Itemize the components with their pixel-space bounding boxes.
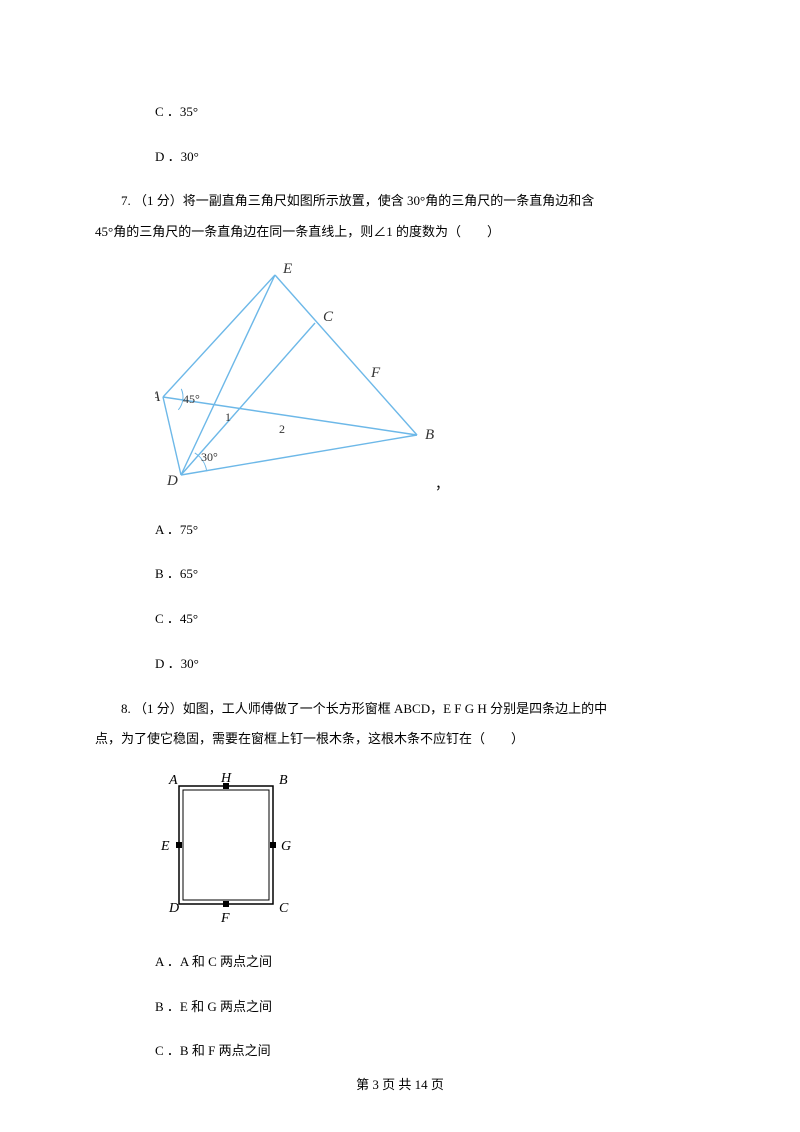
q7-text-1: 7. （1 分）将一副直角三角尺如图所示放置，使含 30°角的三角尺的一条直角边… [95, 189, 705, 214]
q7-text-2: 45°角的三角尺的一条直角边在同一条直线上，则∠1 的度数为（ ） [95, 220, 705, 245]
q8-option-c: C ．B 和 F 两点之间 [155, 1039, 705, 1064]
svg-text:D: D [166, 473, 178, 489]
svg-text:C: C [323, 309, 334, 325]
svg-text:B: B [279, 773, 288, 788]
q8-option-a: A ．A 和 C 两点之间 [155, 950, 705, 975]
q8-option-b: B ．E 和 G 两点之间 [155, 995, 705, 1020]
q7-figure: E C F A B D 45° 1 2 30° ， [155, 261, 705, 496]
svg-text:A: A [168, 773, 178, 788]
q7-option-c: C ．45° [155, 607, 705, 632]
svg-text:H: H [220, 771, 232, 786]
q6-option-d: D ．30° [155, 145, 705, 170]
svg-text:F: F [220, 911, 230, 926]
q6-option-c: C ．35° [155, 100, 705, 125]
svg-text:E: E [160, 839, 170, 854]
svg-text:D: D [168, 901, 179, 916]
svg-text:2: 2 [279, 422, 285, 436]
svg-text:45°: 45° [183, 392, 200, 406]
svg-text:G: G [281, 839, 291, 854]
q8-figure: A B D C H F E G [155, 768, 705, 928]
svg-text:C: C [279, 901, 289, 916]
svg-text:B: B [425, 427, 434, 443]
page-footer: 第 3 页 共 14 页 [0, 1073, 800, 1098]
q7-option-a: A ．75° [155, 518, 705, 543]
svg-text:A: A [155, 389, 161, 405]
q7-option-b: B ．65° [155, 562, 705, 587]
svg-text:，: ， [435, 478, 445, 493]
svg-text:30°: 30° [201, 450, 218, 464]
q7-option-d: D ．30° [155, 652, 705, 677]
svg-text:E: E [282, 261, 292, 277]
svg-text:1: 1 [225, 410, 231, 424]
q8-text-1: 8. （1 分）如图，工人师傅做了一个长方形窗框 ABCD，E F G H 分别… [95, 697, 705, 722]
q8-text-2: 点，为了使它稳固，需要在窗框上钉一根木条，这根木条不应钉在（ ） [95, 727, 705, 752]
svg-text:F: F [370, 365, 381, 381]
